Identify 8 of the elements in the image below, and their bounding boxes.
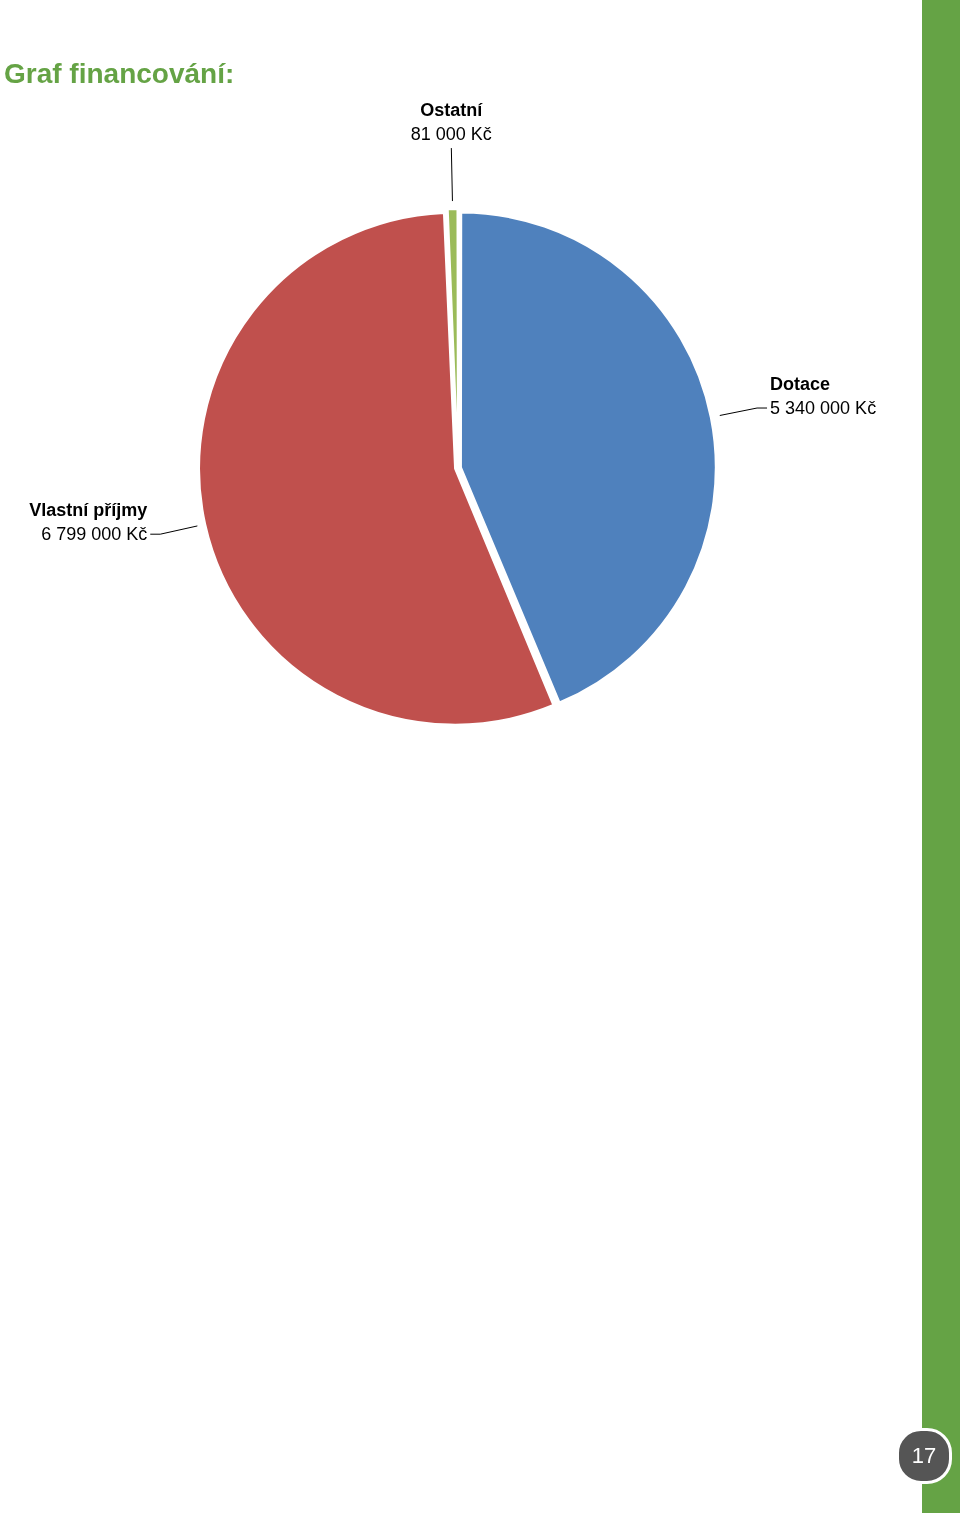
data-label: 5 340 000 Kč: [770, 398, 877, 419]
slice-label: Dotace: [770, 374, 831, 395]
text: 17: [896, 1428, 952, 1484]
data-label: 6 799 000 Kč: [41, 524, 148, 545]
slice-label: Vlastní příjmy: [29, 500, 148, 521]
chart-title: Graf financování:: [4, 58, 235, 90]
slice-label: Ostatní: [420, 100, 484, 121]
data-label: 81 000 Kč: [410, 124, 492, 145]
